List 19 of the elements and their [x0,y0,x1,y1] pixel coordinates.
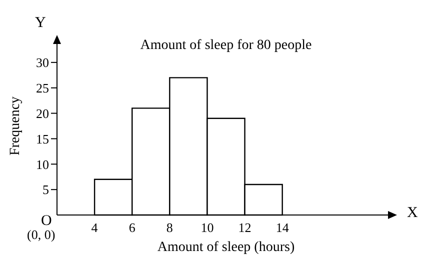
x-tick-label: 6 [128,220,136,236]
y-tick-label: 5 [42,182,49,198]
y-tick-label: 10 [36,156,49,172]
text: O [41,213,52,229]
x-axis-title: Amount of sleep (hours) [157,240,295,255]
text: (0, 0) [27,227,56,243]
x-tick-label: 8 [166,220,173,236]
y-tick-label: 15 [36,131,49,146]
x-tick-label: 10 [200,220,214,236]
y-tick-label: 30 [36,55,49,70]
x-tick-label: 12 [238,220,252,236]
chart-title: Amount of sleep for 80 people [140,38,312,53]
text: X [407,205,418,221]
y-axis-title: Frequency [8,96,23,156]
text: Y [35,15,46,31]
y-tick-label: 20 [36,106,49,121]
y-tick-label: 25 [36,80,49,96]
x-tick-label: 4 [91,220,98,236]
x-tick-label: 14 [276,220,290,236]
